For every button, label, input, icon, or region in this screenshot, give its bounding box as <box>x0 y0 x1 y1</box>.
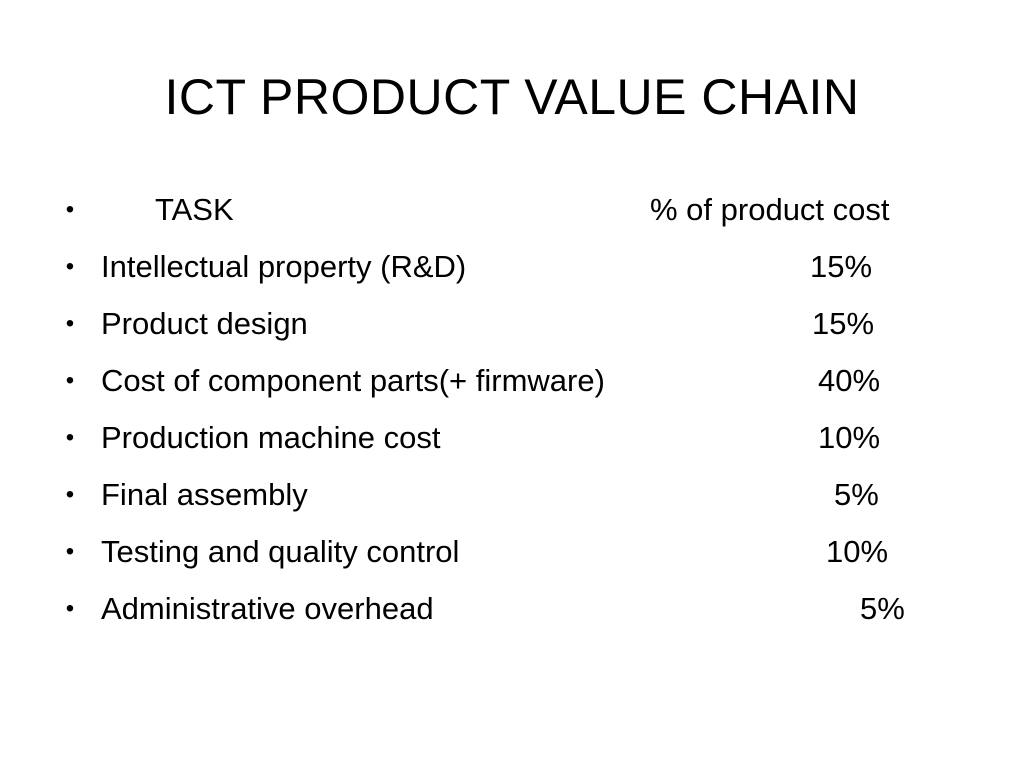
task-label: Production machine cost <box>101 420 441 455</box>
task-label: Product design <box>101 306 308 341</box>
cost-value: 40% <box>818 363 881 398</box>
cost-value: 10% <box>818 420 881 455</box>
task-label: Intellectual property (R&D) <box>101 249 467 284</box>
list-item: • Administrative overhead 5% <box>0 589 1024 629</box>
bullet-icon: • <box>65 424 75 451</box>
bullet-icon: • <box>65 253 75 280</box>
header-task-label: TASK <box>155 192 234 227</box>
list-item: • Testing and quality control 10% <box>0 532 1024 572</box>
bullet-icon: • <box>65 310 75 337</box>
task-label: Final assembly <box>101 477 308 512</box>
bullet-icon: • <box>65 367 75 394</box>
list-item: • Production machine cost 10% <box>0 418 1024 458</box>
cost-value: 15% <box>812 306 875 341</box>
cost-value: 5% <box>860 591 905 626</box>
cost-value: 10% <box>826 534 889 569</box>
list-item: • Product design 15% <box>0 304 1024 344</box>
bullet-icon: • <box>65 595 75 622</box>
task-label: Administrative overhead <box>101 591 434 626</box>
task-label: Cost of component parts(+ firmware) <box>101 363 605 398</box>
slide-title: ICT PRODUCT VALUE CHAIN <box>164 69 860 125</box>
list-item: • Final assembly 5% <box>0 475 1024 515</box>
list-item: • Cost of component parts(+ firmware) 40… <box>0 361 1024 401</box>
cost-value: 5% <box>834 477 879 512</box>
header-cost-label: % of product cost <box>650 192 890 227</box>
bullet-icon: • <box>65 481 75 508</box>
bullet-icon: • <box>65 538 75 565</box>
bullet-icon: • <box>65 196 75 223</box>
task-label: Testing and quality control <box>101 534 460 569</box>
list-item: • Intellectual property (R&D) 15% <box>0 247 1024 287</box>
cost-value: 15% <box>810 249 873 284</box>
list-item-header: • TASK % of product cost <box>0 190 1024 230</box>
